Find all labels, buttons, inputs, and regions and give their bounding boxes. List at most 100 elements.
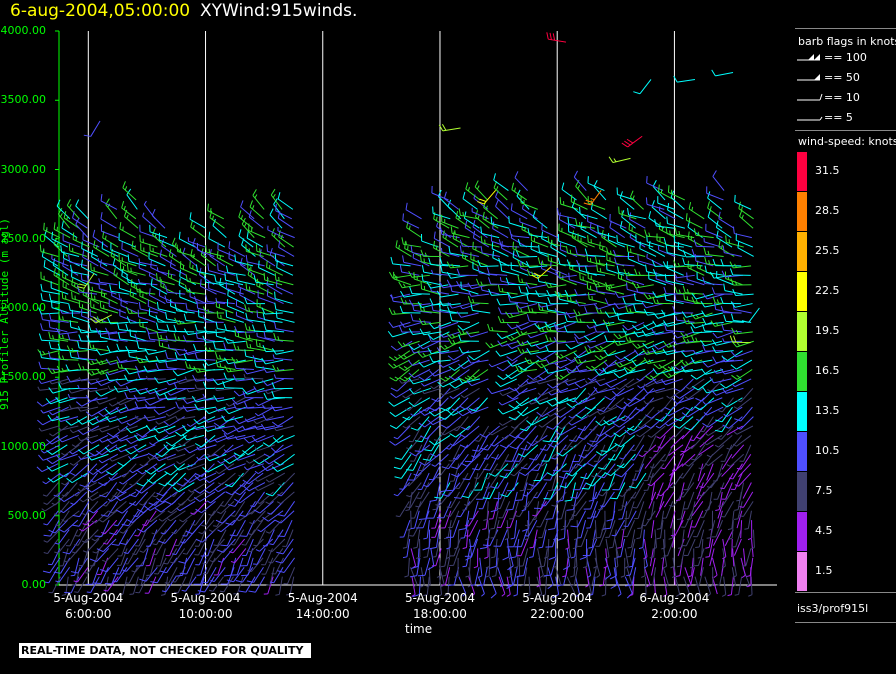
wind-barb: [490, 491, 500, 513]
wind-barb: [513, 576, 519, 597]
wind-barb: [144, 576, 157, 594]
wind-barb: [703, 434, 723, 446]
wind-barb: [499, 435, 520, 449]
wind-barb: [472, 230, 490, 248]
wind-barb: [277, 482, 294, 497]
wind-barb: [458, 576, 467, 597]
wind-barb: [196, 301, 216, 314]
wind-barb: [270, 444, 293, 454]
wind-barb: [563, 325, 586, 333]
wind-barb: [704, 265, 725, 276]
wind-barb: [734, 194, 752, 210]
wind-barb: [624, 406, 645, 420]
wind-barb: [73, 566, 89, 583]
wind-barb: [45, 397, 68, 405]
wind-barb: [118, 253, 137, 267]
wind-barb: [40, 271, 59, 286]
wind-barb: [173, 382, 195, 390]
wind-barb: [175, 401, 197, 409]
wind-barb: [402, 387, 422, 399]
wind-barb: [496, 454, 510, 471]
wind-barb: [119, 519, 137, 534]
wind-barb: [480, 245, 500, 257]
wind-barb: [273, 425, 294, 432]
wind-barb: [668, 520, 675, 540]
wind-barb: [196, 444, 217, 451]
wind-barb: [591, 463, 608, 478]
wind-barb: [155, 315, 177, 323]
wind-barb: [38, 333, 60, 342]
wind-barb: [217, 548, 234, 563]
wind-barb: [274, 273, 294, 286]
wind-barb: [115, 500, 137, 514]
wind-barb: [109, 284, 129, 295]
wind-barb: [40, 444, 61, 454]
wind-barb: [497, 369, 519, 380]
wind-barb: [480, 435, 499, 451]
wind-barb: [213, 529, 227, 546]
wind-barb: [275, 576, 283, 596]
wind-barb: [167, 387, 188, 396]
wind-barb: [517, 239, 539, 248]
flag-glyph: [797, 93, 823, 101]
wind-barb: [720, 444, 733, 462]
wind-barb: [483, 463, 499, 480]
wind-barb: [574, 378, 597, 389]
wind-barb: [269, 208, 283, 229]
wind-barb: [732, 435, 752, 447]
wind-barb: [470, 567, 480, 586]
wind-barb: [273, 374, 294, 380]
wind-barb: [144, 348, 167, 355]
wind-barb: [459, 239, 481, 248]
wind-barb: [496, 331, 519, 340]
wind-barb: [251, 434, 274, 443]
wind-barb: [454, 529, 460, 550]
wind-barb: [465, 557, 471, 578]
wind-barb: [185, 302, 205, 314]
wind-barb: [253, 275, 274, 286]
wind-barb: [61, 482, 78, 497]
wind-barb: [431, 538, 441, 558]
wind-barb: [185, 519, 205, 535]
wind-barb: [124, 391, 146, 400]
wind-barb: [426, 281, 449, 289]
wind-barb: [187, 237, 206, 248]
wind-barb: [440, 416, 462, 429]
wind-barb: [265, 472, 286, 483]
wind-barb: [108, 472, 129, 481]
wind-barb: [225, 310, 244, 323]
wind-barb: [133, 394, 156, 402]
wind-barb: [66, 472, 88, 484]
y-tick-label: 2000.00: [0, 301, 47, 314]
wind-barb: [461, 250, 479, 267]
wind-barb: [270, 404, 293, 412]
wind-barb: [713, 463, 723, 482]
wind-barb: [68, 303, 89, 314]
wind-barb: [87, 416, 109, 426]
wind-barb: [546, 32, 567, 43]
wind-barb: [95, 444, 118, 456]
wind-barb: [158, 529, 178, 544]
wind-barb: [98, 425, 120, 433]
wind-barb: [166, 324, 188, 333]
wind-barb: [498, 397, 519, 406]
wind-barb: [60, 245, 80, 257]
wind-barb: [125, 567, 138, 584]
wind-barb: [491, 557, 499, 578]
wind-barb: [583, 331, 606, 341]
wind-barb: [99, 482, 118, 498]
wind-barb: [496, 298, 518, 306]
wind-barb: [620, 557, 626, 578]
wind-barb: [182, 433, 205, 441]
wind-barb: [739, 209, 754, 229]
wind-barb: [216, 310, 236, 323]
wind-barb: [469, 529, 481, 547]
wind-barb: [224, 273, 244, 286]
wind-barb: [165, 360, 186, 370]
wind-barb: [166, 472, 187, 487]
wind-barb: [562, 454, 576, 472]
flags-legend-title: barb flags in knots: [798, 35, 896, 48]
wind-barb: [48, 576, 61, 594]
wind-barb: [156, 491, 178, 503]
wind-barb: [124, 444, 147, 455]
